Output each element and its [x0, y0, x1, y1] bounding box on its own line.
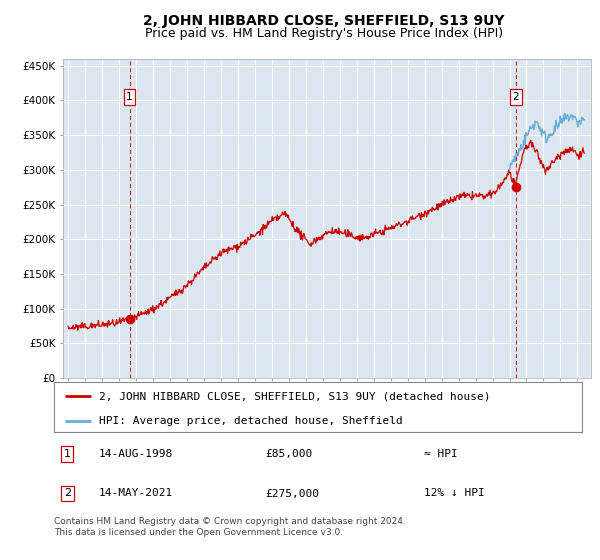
- Text: 14-MAY-2021: 14-MAY-2021: [99, 488, 173, 498]
- Text: 2, JOHN HIBBARD CLOSE, SHEFFIELD, S13 9UY (detached house): 2, JOHN HIBBARD CLOSE, SHEFFIELD, S13 9U…: [99, 391, 490, 401]
- Text: 1: 1: [126, 92, 133, 102]
- Text: ≈ HPI: ≈ HPI: [424, 449, 457, 459]
- Text: 2, JOHN HIBBARD CLOSE, SHEFFIELD, S13 9UY: 2, JOHN HIBBARD CLOSE, SHEFFIELD, S13 9U…: [143, 14, 505, 28]
- Text: 1: 1: [64, 449, 71, 459]
- Text: Price paid vs. HM Land Registry's House Price Index (HPI): Price paid vs. HM Land Registry's House …: [145, 27, 503, 40]
- Text: £275,000: £275,000: [265, 488, 319, 498]
- Text: £85,000: £85,000: [265, 449, 313, 459]
- Text: Contains HM Land Registry data © Crown copyright and database right 2024.
This d: Contains HM Land Registry data © Crown c…: [54, 517, 406, 537]
- Text: 2: 2: [64, 488, 71, 498]
- Text: 14-AUG-1998: 14-AUG-1998: [99, 449, 173, 459]
- Text: 12% ↓ HPI: 12% ↓ HPI: [424, 488, 484, 498]
- Text: HPI: Average price, detached house, Sheffield: HPI: Average price, detached house, Shef…: [99, 416, 403, 426]
- Text: 2: 2: [512, 92, 519, 102]
